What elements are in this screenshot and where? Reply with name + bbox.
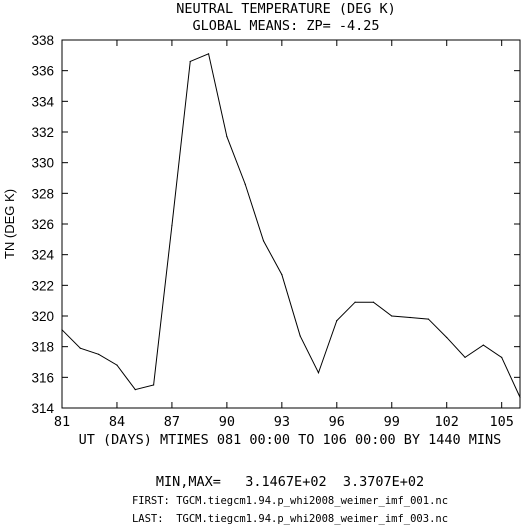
data-point: [482, 344, 484, 346]
plot-frame: [61, 39, 521, 409]
y-tick-label: 316: [31, 370, 54, 385]
y-tick-label: 330: [31, 156, 54, 171]
y-tick-label: 334: [31, 94, 54, 109]
data-point: [134, 389, 136, 391]
y-tick-label: 338: [31, 33, 54, 48]
data-point: [391, 315, 393, 317]
data-point: [98, 353, 100, 355]
series-line: [61, 53, 521, 398]
data-point: [427, 318, 429, 320]
data-point: [79, 347, 81, 349]
x-axis-label: UT (DAYS) MTIMES 081 00:00 TO 106 00:00 …: [79, 432, 502, 448]
x-tick-label: 99: [384, 414, 400, 430]
y-tick-label: 332: [31, 125, 54, 140]
data-point: [153, 384, 155, 386]
y-tick-label: 318: [31, 340, 54, 355]
data-point: [116, 364, 118, 366]
y-tick-label: 336: [31, 64, 54, 79]
data-point: [189, 60, 191, 63]
y-tick-label: 326: [31, 217, 54, 232]
x-tick-label: 81: [54, 414, 70, 430]
chart-title: NEUTRAL TEMPERATURE (DEG K): [176, 1, 395, 17]
x-tick-label: 84: [109, 414, 125, 430]
series-group: [61, 53, 521, 398]
data-point: [501, 356, 503, 358]
x-tick-label: 90: [219, 414, 235, 430]
y-tick-label: 328: [31, 186, 54, 201]
data-point: [372, 301, 375, 303]
data-point: [519, 396, 521, 398]
y-tick-label: 314: [31, 401, 54, 416]
last-file-text: LAST: TGCM.tiegcm1.94.p_whi2008_weimer_i…: [132, 513, 448, 525]
data-point: [336, 320, 338, 322]
y-axis: 314 316 318 320 322 324 326 328 330 332 334 336 338: [31, 33, 520, 416]
data-point: [299, 335, 301, 337]
chart-subtitle: GLOBAL MEANS: ZP= -4.25: [193, 18, 380, 34]
data-point: [354, 301, 356, 303]
y-tick-label: 324: [31, 248, 54, 263]
x-tick-label: 96: [329, 414, 345, 430]
data-point: [262, 240, 265, 242]
x-tick-label: 93: [274, 414, 290, 430]
x-tick-label: 102: [435, 414, 459, 430]
x-tick-label: 105: [489, 414, 513, 430]
data-point: [317, 372, 320, 374]
y-tick-label: 322: [31, 278, 54, 293]
data-point: [207, 53, 210, 55]
x-axis: 81 84 87 90 93 96 99 102 105: [54, 40, 514, 430]
first-file-text: FIRST: TGCM.tiegcm1.94.p_whi2008_weimer_…: [132, 495, 448, 507]
minmax-text: MIN,MAX= 3.1467E+02 3.3707E+02: [156, 474, 424, 490]
data-point: [281, 274, 283, 276]
data-point: [409, 316, 411, 319]
data-point: [244, 183, 246, 185]
y-axis-label: TN (DEG K): [2, 189, 17, 259]
data-point: [446, 336, 448, 339]
x-tick-label: 87: [164, 414, 180, 430]
y-tick-label: 320: [31, 309, 54, 324]
data-point: [61, 329, 63, 331]
data-point: [226, 136, 228, 138]
data-point: [171, 224, 173, 227]
data-point: [464, 356, 466, 358]
